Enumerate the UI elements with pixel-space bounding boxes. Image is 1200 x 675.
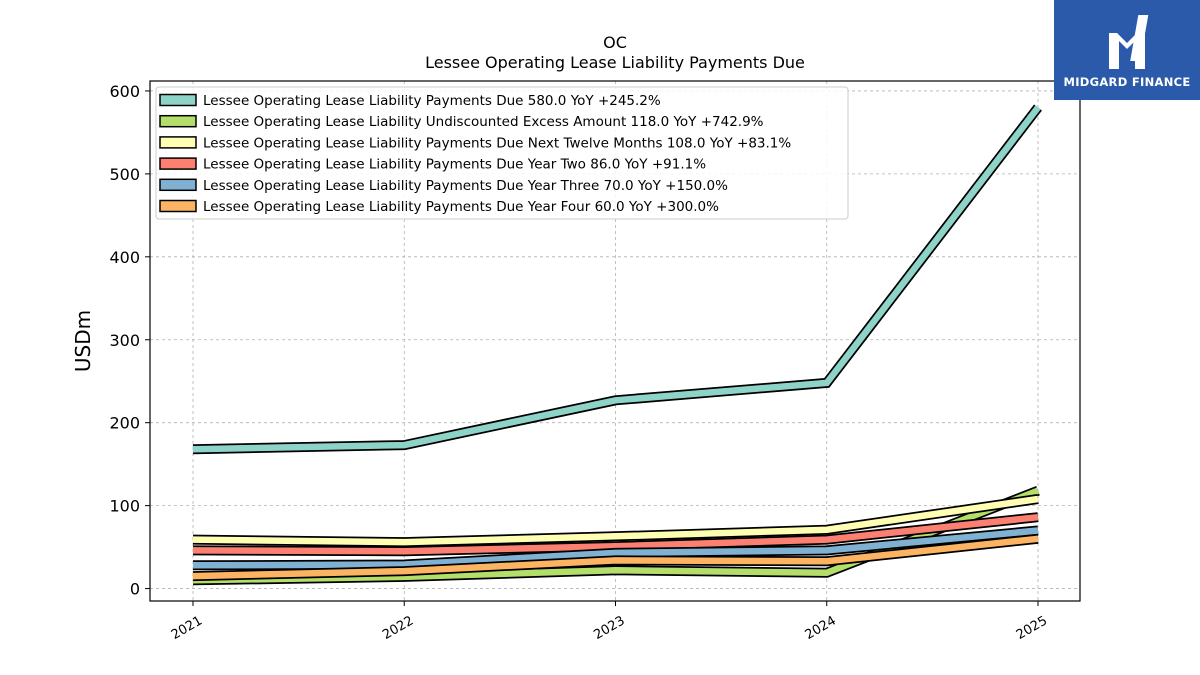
chart-subtitle: Lessee Operating Lease Liability Payment… bbox=[425, 53, 805, 72]
y-tick-label: 500 bbox=[109, 165, 140, 184]
y-tick-label: 300 bbox=[109, 331, 140, 350]
x-tick-label: 2021 bbox=[169, 613, 205, 643]
brand-name: MIDGARD FINANCE bbox=[1063, 75, 1191, 89]
legend: Lessee Operating Lease Liability Payment… bbox=[155, 86, 849, 220]
x-tick-label: 2024 bbox=[803, 613, 839, 643]
y-axis-label: USDm bbox=[71, 310, 95, 372]
brand-logo: MIDGARD FINANCE bbox=[1054, 0, 1200, 100]
x-tick-label: 2022 bbox=[380, 613, 416, 643]
x-tick-label: 2025 bbox=[1014, 613, 1050, 643]
legend-entry: Lessee Operating Lease Liability Payment… bbox=[203, 157, 706, 173]
y-tick-label: 0 bbox=[130, 580, 140, 599]
legend-swatch bbox=[159, 178, 197, 192]
legend-entry: Lessee Operating Lease Liability Payment… bbox=[203, 93, 661, 109]
y-tick-label: 600 bbox=[109, 82, 140, 101]
y-tick-label: 100 bbox=[109, 497, 140, 516]
series-line bbox=[192, 104, 1042, 455]
series-line bbox=[192, 494, 1039, 548]
legend-swatch bbox=[159, 199, 197, 213]
x-tick-label: 2023 bbox=[591, 613, 627, 643]
legend-box bbox=[155, 86, 849, 220]
legend-entry: Lessee Operating Lease Liability Payment… bbox=[203, 178, 728, 194]
y-tick-label: 400 bbox=[109, 248, 140, 267]
legend-swatch bbox=[159, 157, 197, 170]
legend-swatch bbox=[159, 114, 197, 128]
legend-swatch bbox=[159, 136, 197, 149]
legend-swatch bbox=[159, 93, 197, 107]
chart-title: OC bbox=[603, 33, 627, 52]
series-group bbox=[192, 104, 1042, 586]
legend-entry: Lessee Operating Lease Liability Payment… bbox=[203, 135, 791, 151]
series-line bbox=[192, 512, 1039, 557]
y-tick-label: 200 bbox=[109, 414, 140, 433]
series-line bbox=[192, 533, 1039, 582]
series-line bbox=[192, 525, 1039, 571]
midgard-logo-icon bbox=[1109, 15, 1149, 69]
legend-entry: Lessee Operating Lease Liability Undisco… bbox=[203, 114, 764, 130]
legend-entry: Lessee Operating Lease Liability Payment… bbox=[203, 199, 719, 215]
